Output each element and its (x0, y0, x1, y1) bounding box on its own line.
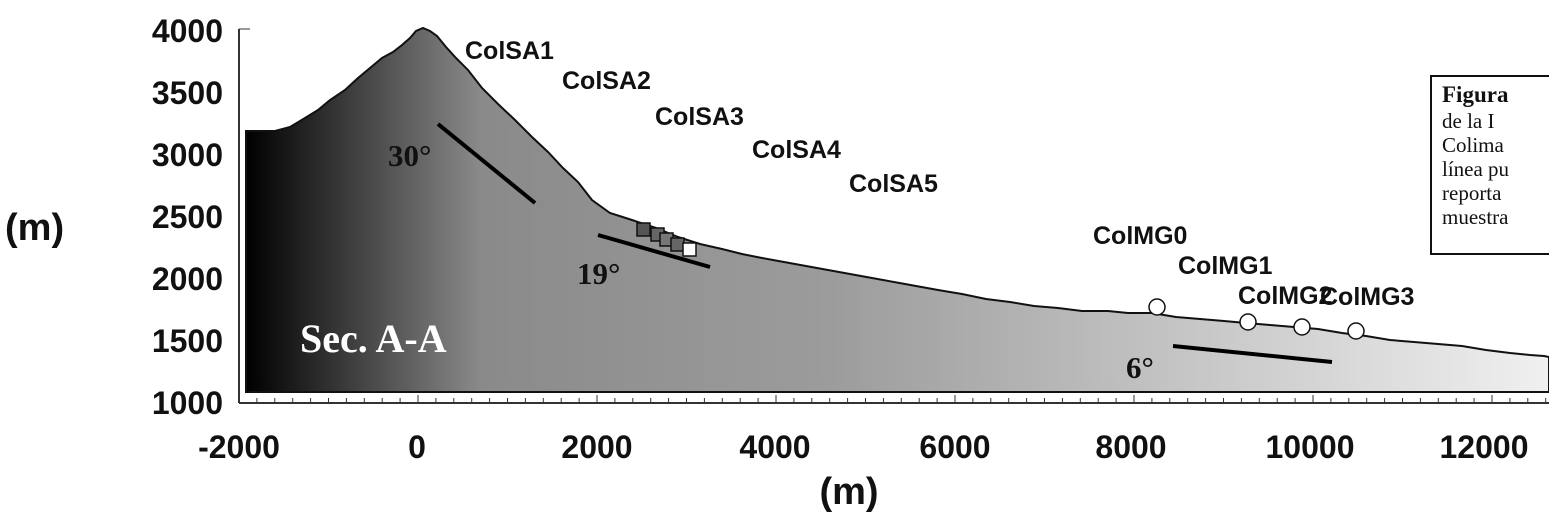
y-tick-3500: 3500 (152, 75, 223, 111)
y-tick-2000: 2000 (152, 261, 223, 297)
angle-label-30: 30° (388, 138, 431, 173)
y-tick-labels: 4000 3500 3000 2500 2000 1500 1000 (152, 13, 223, 421)
x-tick-labels: -2000 0 2000 4000 6000 8000 10000 12000 (198, 429, 1528, 465)
upper-sample-markers (636, 222, 697, 257)
sample-label-colmg2: ColMG2 (1238, 282, 1332, 310)
x-tick--2000: -2000 (198, 429, 280, 465)
slope-line-6 (1172, 344, 1333, 364)
sample-label-colmg1: ColMG1 (1178, 252, 1273, 280)
y-tick-4000: 4000 (152, 13, 223, 49)
sample-marker-colmg1 (1239, 313, 1257, 331)
x-tick-12000: 12000 (1440, 429, 1529, 465)
angle-label-6: 6° (1126, 350, 1154, 385)
sample-label-colsa1: ColSA1 (465, 37, 554, 65)
x-axis-title: (m) (819, 471, 878, 513)
y-axis-title: (m) (5, 207, 64, 249)
lower-sample-markers (1148, 298, 1365, 340)
y-tick-1000: 1000 (152, 385, 223, 421)
caption-line-4: reporta (1442, 181, 1502, 205)
y-tick-2500: 2500 (152, 199, 223, 235)
x-tick-6000: 6000 (919, 429, 990, 465)
y-tick-1500: 1500 (152, 323, 223, 359)
angle-label-19: 19° (577, 256, 620, 291)
sample-label-colsa5: ColSA5 (849, 170, 938, 198)
sample-label-colmg3: ColMG3 (1320, 283, 1414, 311)
x-tick-10000: 10000 (1266, 429, 1355, 465)
figure-caption: Figura de la I Colima línea pu reporta m… (1430, 75, 1549, 255)
sample-label-colmg0: ColMG0 (1093, 222, 1187, 250)
slope-line-30 (436, 122, 537, 205)
caption-line-2: Colima (1442, 133, 1504, 157)
caption-line-5: muestra (1442, 205, 1509, 229)
x-tick-2000: 2000 (561, 429, 632, 465)
sample-marker-colmg3 (1347, 322, 1365, 340)
upper-sample-labels: ColSA1 ColSA2 ColSA3 ColSA4 ColSA5 (465, 37, 938, 198)
x-tick-0: 0 (408, 429, 426, 465)
x-tick-4000: 4000 (739, 429, 810, 465)
sample-marker-colsa4 (670, 237, 685, 252)
y-tick-3000: 3000 (152, 137, 223, 173)
sample-label-colsa3: ColSA3 (655, 103, 744, 131)
sample-label-colsa2: ColSA2 (562, 67, 651, 95)
caption-line-3: línea pu (1442, 157, 1510, 181)
sample-marker-colsa5 (682, 242, 697, 257)
lower-sample-labels: ColMG0 ColMG1 ColMG2 ColMG3 (1093, 222, 1414, 311)
slope-line-19 (597, 233, 711, 269)
sample-label-colsa4: ColSA4 (752, 136, 841, 164)
x-tick-8000: 8000 (1095, 429, 1166, 465)
sample-marker-colmg0 (1148, 298, 1166, 316)
x-minor-ticks (238, 395, 1547, 403)
sample-marker-colsa1 (636, 222, 651, 237)
sample-marker-colmg2 (1293, 318, 1311, 336)
section-label: Sec. A-A (300, 316, 447, 361)
caption-title: Figura (1442, 82, 1509, 107)
caption-line-1: de la I (1442, 109, 1495, 133)
